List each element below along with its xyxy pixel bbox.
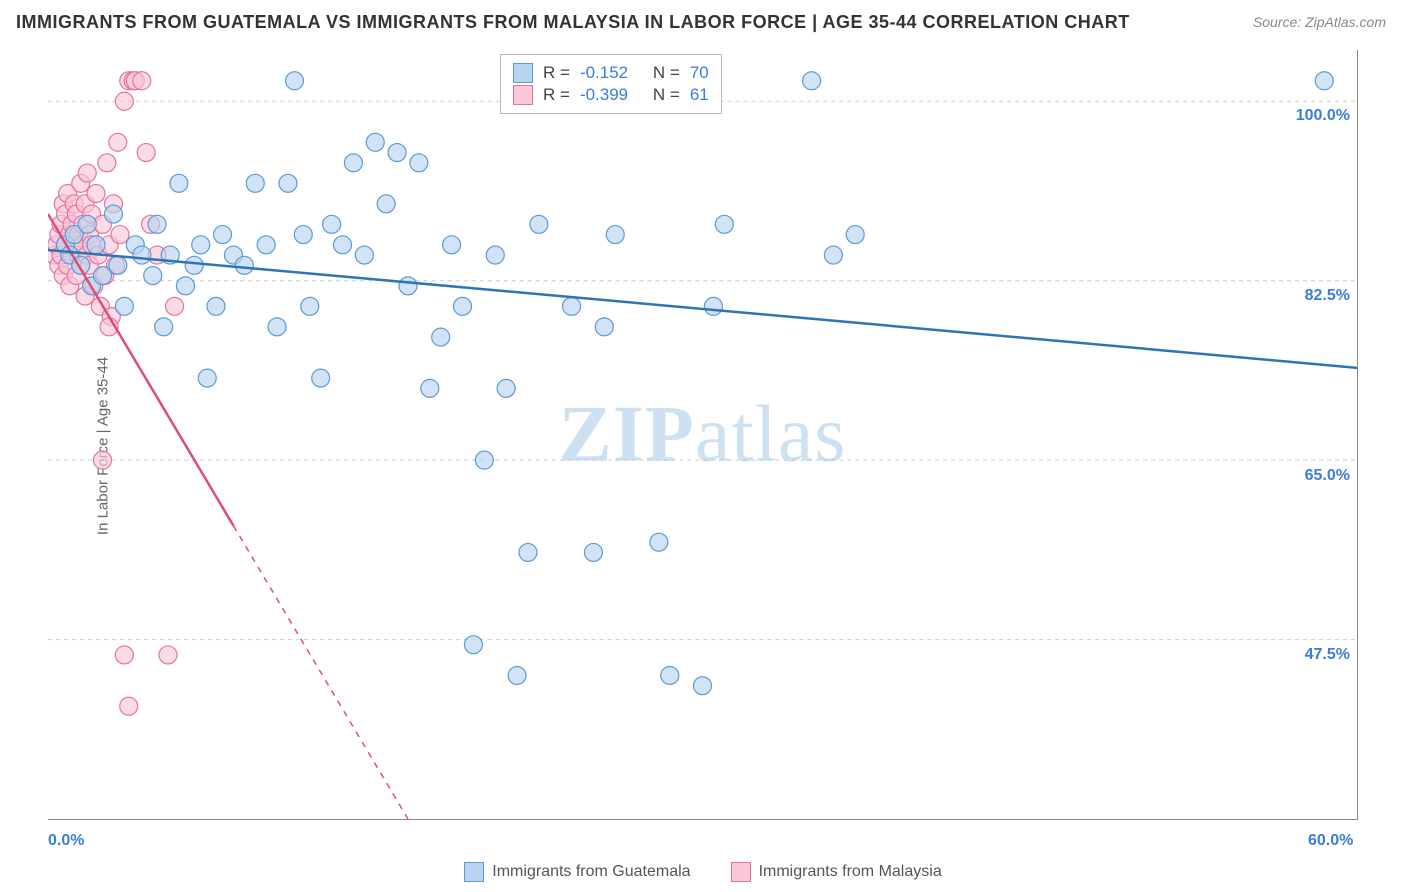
correlation-legend: R = -0.152 N = 70 R = -0.399 N = 61 (500, 54, 722, 114)
r-value-g: -0.152 (580, 63, 628, 83)
correlation-row-guatemala: R = -0.152 N = 70 (513, 63, 709, 83)
correlation-row-malaysia: R = -0.399 N = 61 (513, 85, 709, 105)
legend-label-guatemala: Immigrants from Guatemala (492, 863, 690, 881)
r-label-g: R = (543, 63, 570, 83)
n-value-g: 70 (690, 63, 709, 83)
x-tick-label: 0.0% (48, 832, 84, 850)
n-label-g: N = (653, 63, 680, 83)
y-tick-label: 47.5% (1305, 646, 1350, 664)
swatch-guatemala-2 (464, 862, 484, 882)
swatch-malaysia-2 (731, 862, 751, 882)
legend-item-malaysia: Immigrants from Malaysia (731, 862, 942, 882)
y-tick-label: 65.0% (1305, 467, 1350, 485)
plot-svg (48, 50, 1357, 819)
x-tick-label: 60.0% (1308, 832, 1353, 850)
n-value-m: 61 (690, 85, 709, 105)
y-tick-label: 100.0% (1296, 107, 1350, 125)
source-label: Source: ZipAtlas.com (1253, 14, 1386, 30)
legend-label-malaysia: Immigrants from Malaysia (759, 863, 942, 881)
n-label-m: N = (653, 85, 680, 105)
swatch-guatemala (513, 63, 533, 83)
chart-title: IMMIGRANTS FROM GUATEMALA VS IMMIGRANTS … (16, 12, 1130, 33)
plot-area: ZIPatlas (48, 50, 1358, 820)
swatch-malaysia (513, 85, 533, 105)
r-value-m: -0.399 (580, 85, 628, 105)
series-legend: Immigrants from Guatemala Immigrants fro… (0, 862, 1406, 882)
y-tick-label: 82.5% (1305, 287, 1350, 305)
r-label-m: R = (543, 85, 570, 105)
legend-item-guatemala: Immigrants from Guatemala (464, 862, 690, 882)
